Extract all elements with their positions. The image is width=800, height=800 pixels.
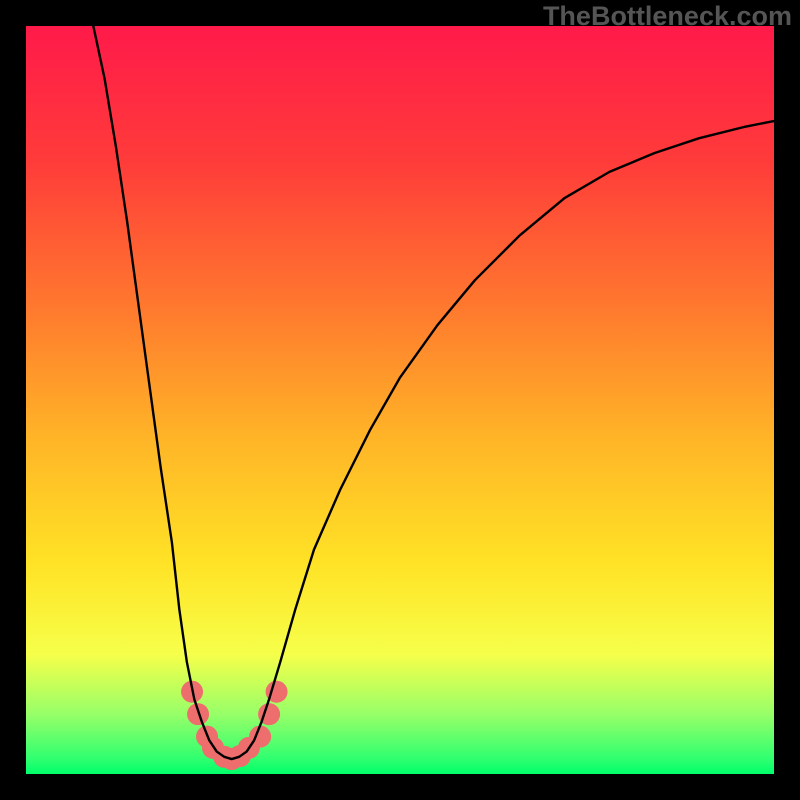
chart-svg: [0, 0, 800, 800]
chart-container: TheBottleneck.com: [0, 0, 800, 800]
plot-background: [26, 26, 774, 774]
watermark-text: TheBottleneck.com: [543, 1, 792, 32]
